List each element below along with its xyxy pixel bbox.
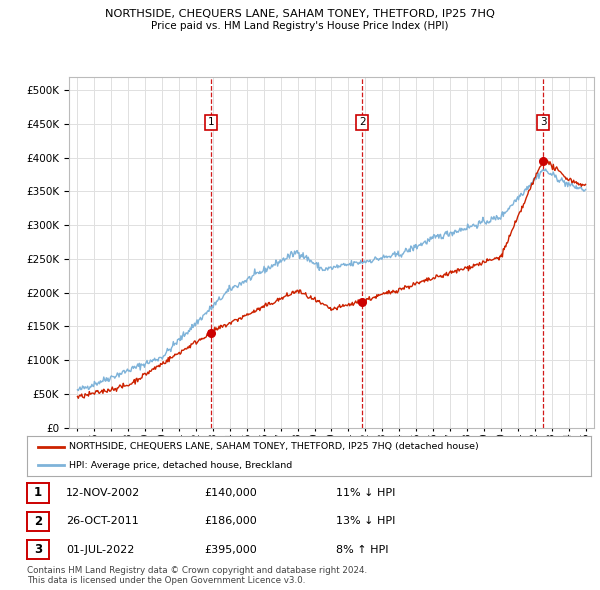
Text: Price paid vs. HM Land Registry's House Price Index (HPI): Price paid vs. HM Land Registry's House … (151, 21, 449, 31)
Text: 11% ↓ HPI: 11% ↓ HPI (336, 488, 395, 498)
Text: Contains HM Land Registry data © Crown copyright and database right 2024.: Contains HM Land Registry data © Crown c… (27, 566, 367, 575)
Text: 2: 2 (359, 117, 365, 127)
Text: 01-JUL-2022: 01-JUL-2022 (66, 545, 134, 555)
Text: 26-OCT-2011: 26-OCT-2011 (66, 516, 139, 526)
Text: £395,000: £395,000 (204, 545, 257, 555)
Text: 13% ↓ HPI: 13% ↓ HPI (336, 516, 395, 526)
Text: 1: 1 (208, 117, 214, 127)
Text: This data is licensed under the Open Government Licence v3.0.: This data is licensed under the Open Gov… (27, 576, 305, 585)
Text: NORTHSIDE, CHEQUERS LANE, SAHAM TONEY, THETFORD, IP25 7HQ: NORTHSIDE, CHEQUERS LANE, SAHAM TONEY, T… (105, 9, 495, 19)
Text: 12-NOV-2002: 12-NOV-2002 (66, 488, 140, 498)
Text: 3: 3 (34, 543, 42, 556)
Text: £140,000: £140,000 (204, 488, 257, 498)
Text: 2: 2 (34, 514, 42, 528)
Text: 1: 1 (34, 486, 42, 500)
Text: 3: 3 (540, 117, 547, 127)
Text: NORTHSIDE, CHEQUERS LANE, SAHAM TONEY, THETFORD, IP25 7HQ (detached house): NORTHSIDE, CHEQUERS LANE, SAHAM TONEY, T… (70, 442, 479, 451)
Text: HPI: Average price, detached house, Breckland: HPI: Average price, detached house, Brec… (70, 461, 293, 470)
Text: 8% ↑ HPI: 8% ↑ HPI (336, 545, 389, 555)
Text: £186,000: £186,000 (204, 516, 257, 526)
